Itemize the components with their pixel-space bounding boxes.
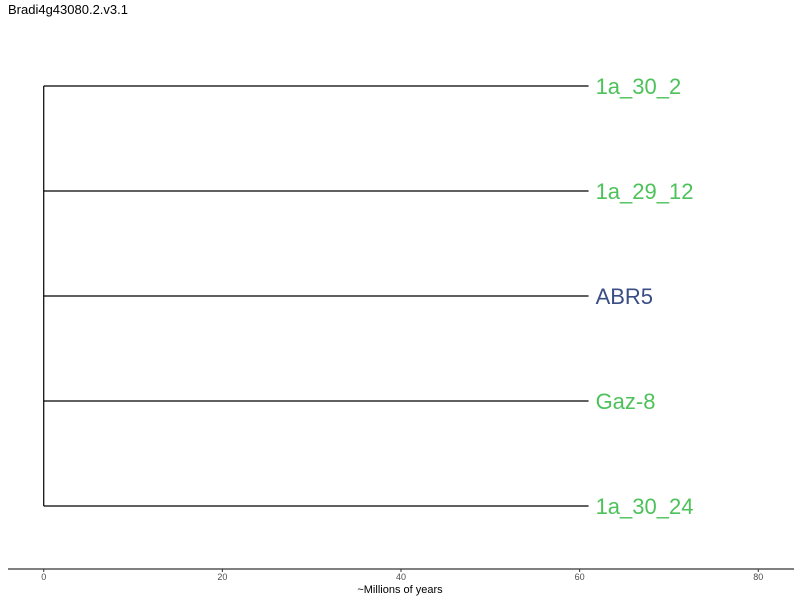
tick-label: 0 (41, 572, 46, 582)
tip-label: 1a_30_24 (596, 494, 694, 519)
tip-label: 1a_30_2 (596, 74, 682, 99)
tip-label: Gaz-8 (596, 389, 656, 414)
plot-title: Bradi4g43080.2.v3.1 (8, 2, 128, 17)
tick-label: 40 (396, 572, 406, 582)
tree-branches (43, 85, 589, 507)
x-axis: 0 20 40 60 80 ~Millions of years (8, 568, 794, 596)
tick-label: 80 (753, 572, 763, 582)
tip-labels: 1a_30_2 1a_29_12 ABR5 Gaz-8 1a_30_24 (596, 74, 694, 519)
x-axis-title: ~Millions of years (357, 584, 443, 596)
tick-label: 20 (217, 572, 227, 582)
tip-label: ABR5 (596, 284, 653, 309)
tip-label: 1a_29_12 (596, 179, 694, 204)
tick-label: 60 (575, 572, 585, 582)
